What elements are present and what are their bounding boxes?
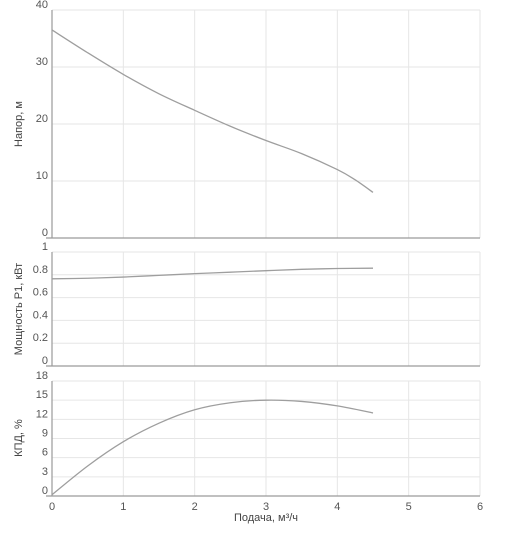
y-tick-label: 0.2 [33, 332, 48, 344]
y-tick-label: 10 [36, 170, 48, 182]
x-tick-label: 5 [406, 501, 412, 513]
y-tick-label: 12 [36, 408, 48, 420]
y-tick-label: 1 [42, 241, 48, 253]
x-tick-label: 0 [49, 501, 55, 513]
y-tick-label: 0 [42, 355, 48, 367]
x-tick-label: 3 [263, 501, 269, 513]
x-tick-label: 6 [477, 501, 483, 513]
y-tick-label: 15 [36, 389, 48, 401]
panel-1: 0 10 20 30 40 Напор, м [13, 0, 481, 239]
x-axis-title: Подача, м³/ч [234, 512, 298, 524]
series-line [51, 29, 374, 193]
y-tick-label: 0.4 [33, 309, 48, 321]
x-tick-label: 2 [192, 501, 198, 513]
series-line [51, 267, 374, 280]
y-tick-label: 20 [36, 113, 48, 125]
y-tick-label: 40 [36, 0, 48, 11]
y-axis-title: Мощность P1, кВт [13, 263, 25, 355]
y-tick-label: 3 [42, 466, 48, 478]
y-tick-label: 0.8 [33, 264, 48, 276]
x-tick-label: 4 [334, 501, 340, 513]
y-axis-title: Напор, м [13, 101, 25, 147]
x-tick-label: 1 [120, 501, 126, 513]
y-axis-title: КПД, % [13, 419, 25, 457]
y-tick-label: 0 [42, 227, 48, 239]
y-tick-label: 6 [42, 447, 48, 459]
series-line [51, 399, 374, 496]
y-tick-label: 18 [36, 370, 48, 382]
y-tick-label: 0 [42, 485, 48, 497]
y-tick-label: 9 [42, 428, 48, 440]
y-tick-label: 30 [36, 56, 48, 68]
panel-2: 0 0.2 0.4 0.6 0.8 1 Мощность P1, кВт [13, 241, 481, 367]
y-tick-label: 0.6 [33, 287, 48, 299]
